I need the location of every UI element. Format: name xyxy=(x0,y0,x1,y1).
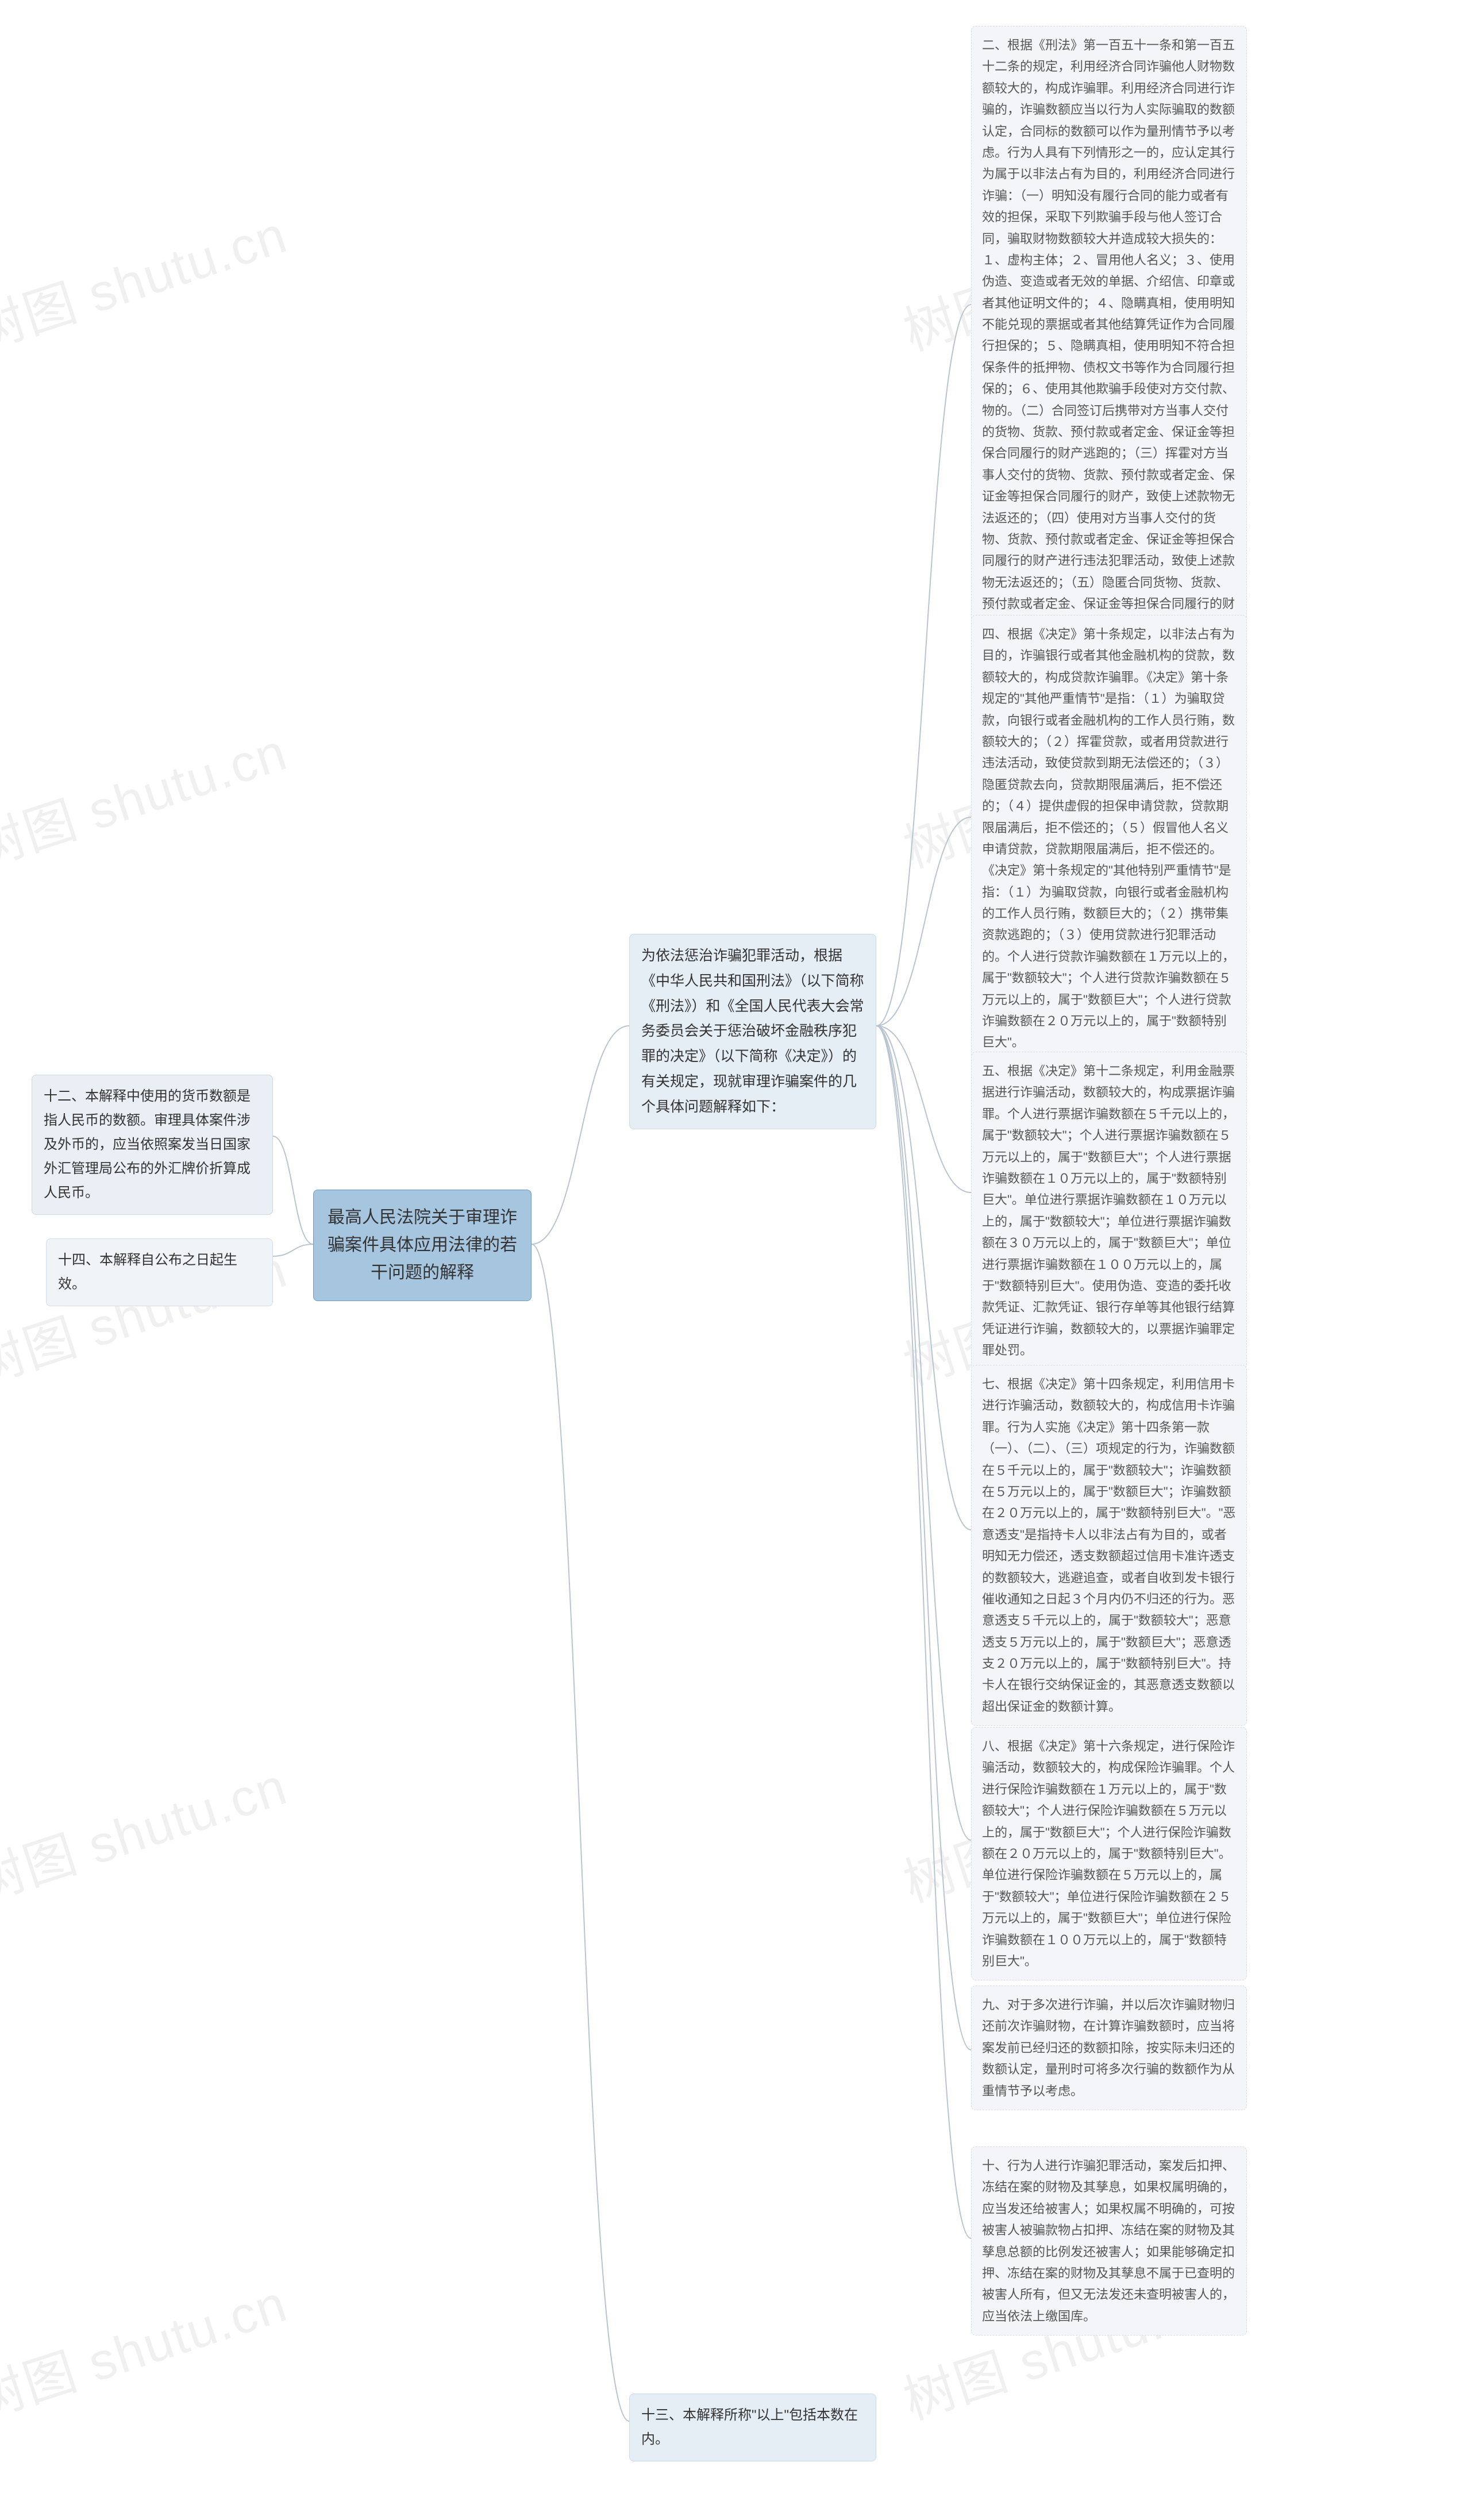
node-item13[interactable]: 十三、本解释所称"以上"包括本数在内。 xyxy=(629,2394,876,2461)
node-item12[interactable]: 十二、本解释中使用的货币数额是指人民币的数额。审理具体案件涉及外币的，应当依照案… xyxy=(32,1075,273,1215)
node-item9[interactable]: 九、对于多次进行诈骗，并以后次诈骗财物归还前次诈骗财物，在计算诈骗数额时，应当将… xyxy=(971,1986,1247,2110)
node-item10[interactable]: 十、行为人进行诈骗犯罪活动，案发后扣押、冻结在案的财物及其孳息，如果权属明确的，… xyxy=(971,2146,1247,2336)
watermark: 树图 shutu.cn xyxy=(0,1745,295,1917)
node-item14[interactable]: 十四、本解释自公布之日起生效。 xyxy=(46,1238,273,1306)
root-node[interactable]: 最高人民法院关于审理诈骗案件具体应用法律的若干问题的解释 xyxy=(313,1190,532,1301)
mindmap-canvas: 树图 shutu.cn 树图 shutu.cn 树图 shutu.cn 树图 s… xyxy=(0,0,1471,2520)
node-item4[interactable]: 四、根据《决定》第十条规定，以非法占有为目的，诈骗银行或者其他金融机构的贷款，数… xyxy=(971,615,1247,1062)
watermark: 树图 shutu.cn xyxy=(0,710,295,882)
node-item5[interactable]: 五、根据《决定》第十二条规定，利用金融票据进行诈骗活动，数额较大的，构成票据诈骗… xyxy=(971,1052,1247,1369)
watermark: 树图 shutu.cn xyxy=(0,193,295,365)
node-item8[interactable]: 八、根据《决定》第十六条规定，进行保险诈骗活动，数额较大的，构成保险诈骗罪。个人… xyxy=(971,1727,1247,1980)
intro-node[interactable]: 为依法惩治诈骗犯罪活动，根据《中华人民共和国刑法》（以下简称《刑法》）和《全国人… xyxy=(629,934,876,1129)
watermark: 树图 shutu.cn xyxy=(0,2262,295,2434)
node-item7[interactable]: 七、根据《决定》第十四条规定，利用信用卡进行诈骗活动，数额较大的，构成信用卡诈骗… xyxy=(971,1365,1247,1726)
